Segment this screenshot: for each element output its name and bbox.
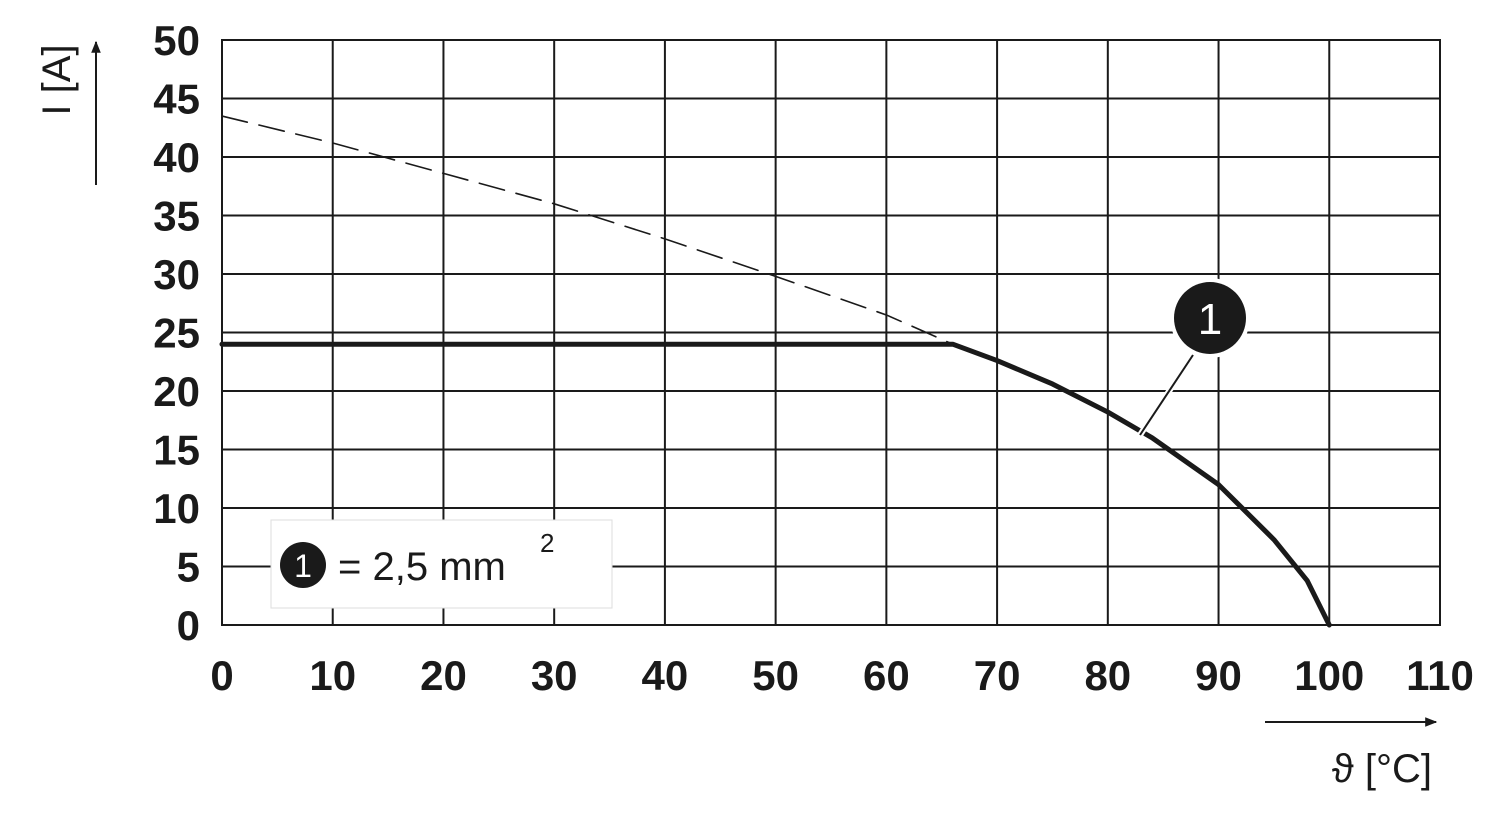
x-tick-label: 50 [752,652,799,699]
x-tick-label: 40 [642,652,689,699]
y-tick-label: 45 [153,76,200,123]
x-axis-label: ϑ [°C] [1332,747,1432,791]
leader-line [1139,354,1194,436]
legend-marker-label: 1 [294,548,312,584]
y-tick-label: 25 [153,310,200,357]
y-tick-label: 5 [177,544,200,591]
legend-text: = 2,5 mm [338,545,506,589]
series-line [219,341,1332,628]
y-tick-label: 35 [153,193,200,240]
x-tick-label: 70 [974,652,1021,699]
y-tick-label: 50 [153,17,200,64]
x-tick-label: 80 [1084,652,1131,699]
legend-marker [280,542,326,588]
y-tick-label: 0 [177,602,200,649]
y-tick-label: 40 [153,134,200,181]
callout-label: 1 [1198,295,1222,344]
x-tick-label: 110 [1406,652,1474,699]
callout: 1 [1137,278,1250,437]
x-tick-label: 100 [1294,652,1364,699]
y-axis-label: I [A] [35,44,79,115]
x-tick-label: 90 [1195,652,1242,699]
x-tick-label: 30 [531,652,578,699]
x-tick-label: 0 [210,652,233,699]
y-tick-label: 30 [153,251,200,298]
y-tick-label: 15 [153,427,200,474]
x-tick-label: 60 [863,652,910,699]
legend-superscript: 2 [540,528,554,558]
legend: 1 = 2,5 mm 2 [270,519,613,609]
legend-box [270,519,613,609]
y-tick-label: 10 [153,485,200,532]
x-tick-label: 10 [309,652,356,699]
callout-circle [1174,282,1246,354]
lines [219,115,1332,628]
x-tick-label: 20 [420,652,467,699]
y-tick-label: 20 [153,368,200,415]
series-line [221,115,954,345]
